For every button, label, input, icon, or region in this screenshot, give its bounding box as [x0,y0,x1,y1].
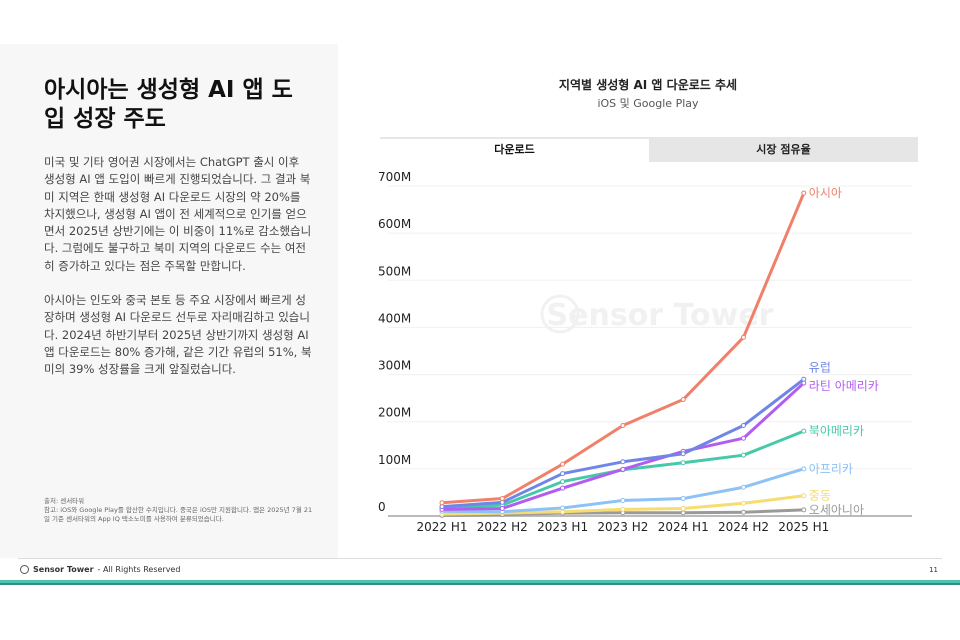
data-point [680,505,686,511]
data-point [741,509,746,515]
data-point [741,334,746,340]
series-label: 중동 [809,489,831,503]
chart-subtitle: iOS 및 Google Play [597,97,699,110]
y-tick-label: 700M [378,170,411,184]
data-point [801,507,807,513]
watermark-logo-icon [540,294,580,334]
data-point [801,466,807,472]
data-point [741,484,746,490]
x-tick-label: 2024 H1 [658,520,709,534]
series-line [441,378,805,509]
data-point [560,471,566,477]
data-point [741,500,746,506]
data-point [680,397,686,403]
data-point [620,422,626,428]
data-point [560,461,566,467]
data-point [801,493,807,499]
data-point [680,451,686,457]
data-point [680,510,686,516]
paragraph: 미국 및 기타 영어권 시장에서는 ChatGPT 출시 이후 생성형 AI 앱… [44,155,312,273]
data-point [560,485,566,491]
y-tick-label: 100M [378,453,411,467]
data-point [620,506,626,512]
series-label: 아프리카 [809,462,853,476]
series-label: 북아메리카 [809,424,864,438]
rights-text: - All Rights Reserved [97,565,181,574]
y-tick-label: 200M [378,406,411,420]
reference-note: 참고: iOS와 Google Play를 합산한 수치입니다. 중국은 iOS… [44,506,313,523]
data-point [801,428,807,434]
x-tick-label: 2025 H1 [778,520,829,534]
x-tick-label: 2023 H2 [597,520,648,534]
series-label: 라틴 아메리카 [809,379,879,393]
data-point [801,376,807,382]
data-point [680,460,686,466]
y-tick-label: 600M [378,217,411,231]
notes: 출처: 센서타워 참고: iOS와 Google Play를 합산한 수치입니다… [44,497,314,524]
x-tick-label: 2024 H2 [718,520,769,534]
data-point [499,496,505,502]
y-tick-label: 500M [378,264,411,278]
footer-brand: Sensor Tower - All Rights Reserved [20,565,180,574]
series-line [441,192,806,505]
data-point [680,496,686,502]
paragraph: 아시아는 인도와 중국 본토 등 주요 시장에서 빠르게 성장하며 생성형 AI… [44,293,312,377]
divider [18,558,942,559]
source-note: 출처: 센서타워 [44,497,85,505]
data-point [560,479,566,485]
data-point [560,505,566,511]
data-point [439,500,445,506]
y-tick-label: 300M [378,359,411,373]
chart-tabs: 다운로드 시장 점유율 [380,137,918,162]
sensor-tower-logo-icon [20,565,29,574]
x-tick-label: 2022 H1 [416,520,467,534]
body-text: 미국 및 기타 영어권 시장에서는 ChatGPT 출시 이후 생성형 AI 앱… [44,154,312,396]
series-label: 아시아 [809,186,842,200]
page-number: 11 [929,566,938,574]
data-point [801,190,807,196]
y-tick-label: 400M [378,311,411,325]
accent-bar [0,580,960,585]
chart-title: 지역별 생성형 AI 앱 다운로드 추세 [558,78,738,92]
data-point [499,505,505,511]
y-tick-label: 0 [378,500,386,514]
series-line [441,381,805,511]
left-panel [0,44,338,558]
data-point [620,466,626,472]
tab-market-share[interactable]: 시장 점유율 [649,139,918,162]
data-point [741,452,746,458]
page-title: 아시아는 생성형 AI 앱 도입 성장 주도 [44,77,293,132]
data-point [620,497,626,503]
tab-downloads[interactable]: 다운로드 [380,139,649,162]
data-point [620,459,626,465]
x-tick-label: 2022 H2 [477,520,528,534]
brand-name: Sensor Tower [33,565,94,574]
series-label: 유럽 [809,360,831,374]
data-point [741,435,746,441]
series-label: 오세아니아 [809,503,864,517]
x-tick-label: 2023 H1 [537,520,588,534]
data-point [741,422,746,428]
